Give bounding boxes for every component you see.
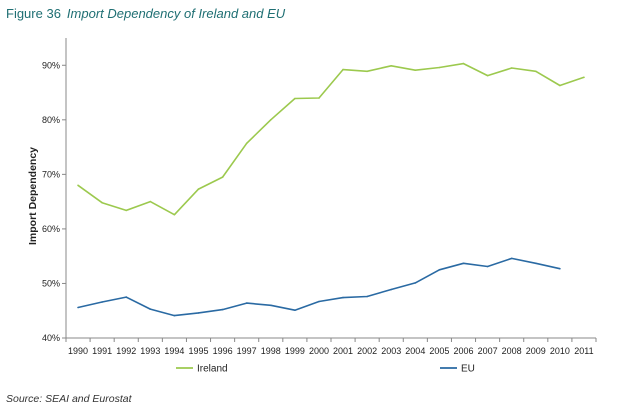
y-tick-label: 90% — [42, 60, 60, 70]
data-point-ireland — [270, 119, 272, 121]
data-point-ireland — [173, 213, 176, 216]
data-point-eu — [270, 304, 272, 307]
data-point-eu — [318, 300, 320, 303]
x-tick-label: 2003 — [381, 346, 401, 356]
data-point-ireland — [149, 200, 152, 203]
x-tick-label: 1991 — [92, 346, 112, 356]
x-tick-label: 2007 — [478, 346, 498, 356]
data-point-eu — [101, 301, 103, 303]
data-point-eu — [414, 282, 417, 284]
source-note: Source: SEAI and Eurostat — [6, 393, 132, 405]
x-tick-label: 2010 — [550, 346, 570, 356]
data-point-ireland — [342, 68, 344, 71]
x-tick-label: 2006 — [453, 346, 473, 356]
x-tick-label: 1993 — [140, 346, 160, 356]
y-tick-label: 40% — [42, 333, 60, 343]
data-point-ireland — [101, 201, 103, 204]
data-point-eu — [197, 312, 200, 314]
data-point-ireland — [318, 97, 320, 99]
y-axis-label: Import Dependency — [27, 147, 39, 245]
data-point-eu — [462, 262, 465, 265]
x-tick-label: 1992 — [116, 346, 136, 356]
x-tick-label: 2002 — [357, 346, 377, 356]
data-point-eu — [510, 257, 513, 260]
data-point-ireland — [583, 76, 585, 79]
x-tick-label: 2000 — [309, 346, 329, 356]
data-point-eu — [77, 306, 79, 309]
data-point-eu — [245, 302, 248, 304]
chart-axes: 40% 50% 60% 70% 80% 90% 1990 1991 1992 1993 1994 19… — [27, 38, 597, 356]
x-tick-label: 1998 — [261, 346, 281, 356]
y-tick-label: 60% — [42, 224, 60, 234]
data-point-ireland — [462, 62, 465, 65]
data-point-eu — [342, 296, 344, 299]
data-point-eu — [438, 269, 441, 271]
data-point-ireland — [559, 84, 561, 87]
data-point-eu — [294, 309, 296, 312]
data-point-ireland — [486, 74, 489, 77]
data-point-eu — [221, 308, 224, 311]
data-point-eu — [173, 314, 176, 317]
x-tick-label: 2011 — [574, 346, 593, 356]
x-tick-label: 2009 — [526, 346, 546, 356]
data-point-eu — [486, 265, 489, 268]
series-line-ireland — [77, 62, 585, 216]
figure-number: Figure 36 — [6, 6, 61, 21]
x-tick-label: 1997 — [237, 346, 257, 356]
data-point-ireland — [390, 65, 393, 67]
x-tick-label: 2001 — [333, 346, 353, 356]
x-tick-label: 1995 — [188, 346, 208, 356]
chart-legend: Ireland EU — [176, 364, 475, 375]
data-point-ireland — [510, 67, 513, 69]
data-point-ireland — [245, 142, 248, 145]
legend-label-eu: EU — [461, 364, 475, 375]
data-point-ireland — [77, 184, 79, 187]
data-point-ireland — [197, 188, 200, 190]
y-tick-label: 80% — [42, 115, 60, 125]
x-tick-label: 2004 — [405, 346, 425, 356]
data-point-eu — [125, 296, 127, 298]
data-point-eu — [559, 267, 561, 270]
data-point-ireland — [366, 70, 368, 73]
x-tick-label: 2005 — [429, 346, 449, 356]
data-point-ireland — [535, 70, 537, 73]
data-point-eu — [366, 295, 368, 298]
figure-title: Figure 36 Import Dependency of Ireland an… — [6, 6, 285, 21]
legend-label-ireland: Ireland — [197, 364, 228, 375]
y-tick-label: 70% — [42, 169, 60, 179]
data-point-ireland — [125, 209, 127, 212]
data-point-ireland — [438, 66, 441, 69]
data-point-ireland — [221, 176, 224, 178]
x-tick-label: 1996 — [213, 346, 233, 356]
x-tick-label: 1999 — [285, 346, 305, 356]
x-tick-label: 1990 — [68, 346, 88, 356]
figure-name: Import Dependency of Ireland and EU — [66, 6, 286, 21]
x-tick-label: 2008 — [502, 346, 522, 356]
data-point-eu — [535, 262, 537, 265]
data-point-eu — [149, 308, 152, 310]
chart-lines — [77, 62, 585, 317]
x-tick-label: 1994 — [164, 346, 184, 356]
data-point-ireland — [294, 97, 296, 100]
y-tick-label: 50% — [42, 278, 60, 288]
data-point-eu — [390, 288, 393, 291]
data-point-ireland — [414, 69, 417, 71]
